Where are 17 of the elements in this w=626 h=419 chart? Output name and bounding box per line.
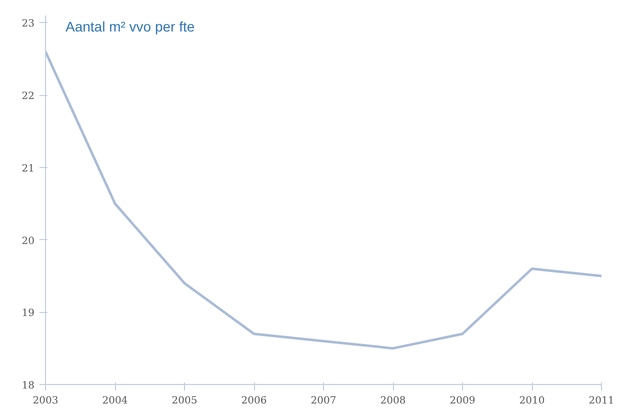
- x-tick-label: 2007: [310, 396, 336, 406]
- x-tick-label: 2011: [588, 396, 614, 406]
- x-tick-label: 2010: [519, 396, 545, 406]
- y-tick-label: 20: [22, 236, 35, 247]
- chart-title: Aantal m² vvo per fte: [66, 18, 195, 34]
- y-tick-label: 21: [22, 163, 35, 174]
- x-tick-label: 2009: [450, 396, 476, 406]
- x-tick-label: 2003: [32, 396, 58, 406]
- x-tick-label: 2004: [102, 396, 128, 406]
- y-tick-label: 22: [22, 91, 35, 102]
- y-tick-label: 18: [22, 380, 35, 392]
- x-tick-label: 2008: [380, 396, 406, 406]
- y-tick-label: 23: [22, 18, 35, 30]
- y-tick-label: 19: [22, 308, 35, 320]
- x-tick-label: 2006: [241, 396, 267, 406]
- line-series: [46, 50, 602, 350]
- x-tick-label: 2005: [172, 396, 198, 406]
